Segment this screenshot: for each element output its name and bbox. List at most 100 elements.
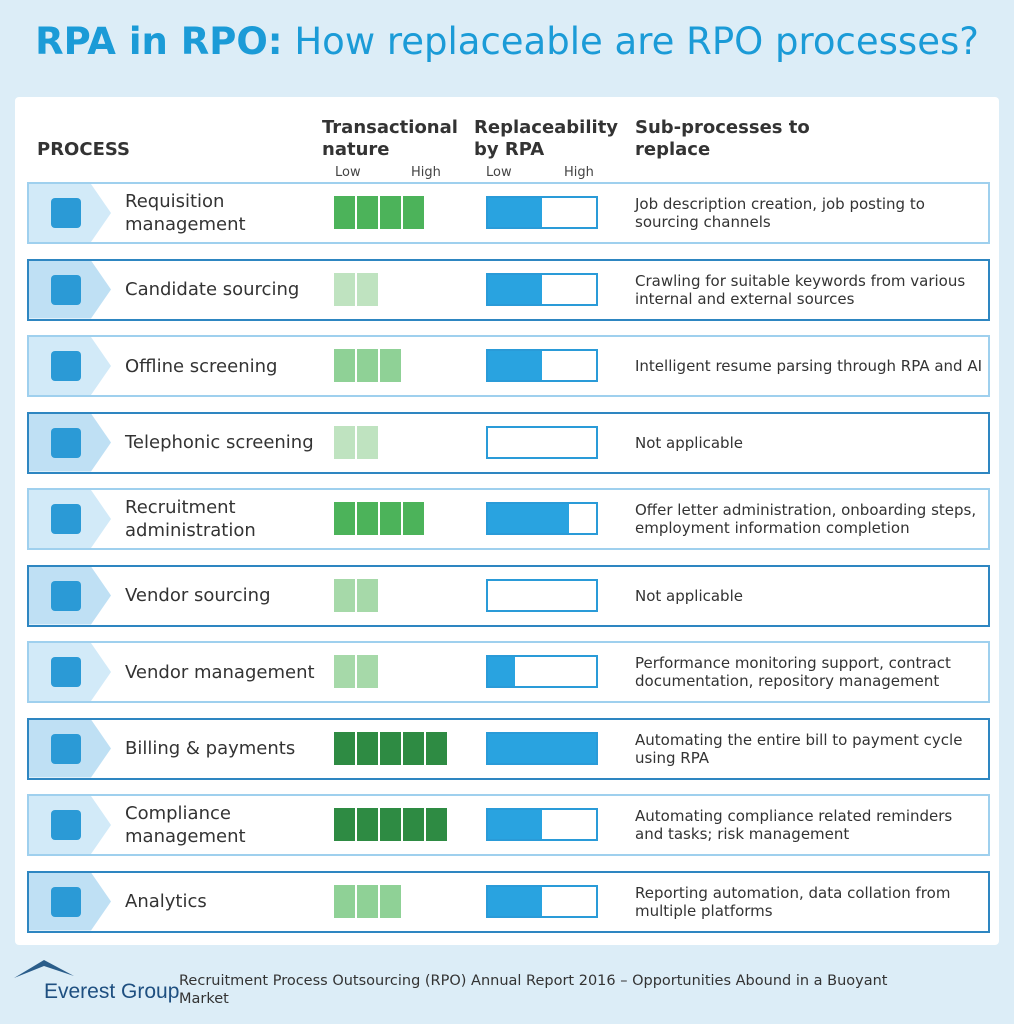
process-name: Vendor sourcing	[125, 585, 271, 606]
icon	[51, 504, 81, 534]
replaceability-bar	[488, 657, 515, 686]
replaceability-bar	[488, 810, 542, 839]
process-name: Vendor management	[125, 661, 315, 683]
level-block	[357, 731, 378, 765]
high-label: High	[564, 165, 594, 180]
level-block	[357, 578, 378, 612]
replaceability-box	[486, 578, 598, 612]
subprocesses: Intelligent resume parsing through RPA a…	[635, 357, 983, 375]
icon-chevron	[29, 413, 111, 472]
icon-chevron	[29, 643, 111, 701]
replaceability-box	[486, 425, 598, 459]
level-block	[334, 349, 355, 382]
level-block	[380, 196, 401, 229]
replaceability-bar	[488, 198, 542, 227]
transactional-level	[334, 425, 378, 459]
icon	[51, 810, 81, 840]
row: Recruitment administration Offer letter a…	[27, 488, 990, 550]
level-block	[357, 655, 378, 688]
subprocesses: Automating compliance related reminders …	[635, 807, 953, 843]
icon-chevron	[29, 872, 111, 931]
icon	[51, 427, 81, 458]
row: Candidate sourcing Crawling for suitable …	[27, 258, 990, 321]
level-block	[334, 731, 355, 765]
replaceability-box	[486, 808, 598, 841]
header-transactional: Transactional nature	[322, 117, 458, 160]
replaceability-box	[486, 731, 598, 765]
replaceability-box	[486, 196, 598, 229]
transactional-level	[334, 808, 447, 841]
level-block	[426, 808, 447, 841]
transactional-level	[334, 884, 401, 918]
subprocesses: Performance monitoring support, contract…	[635, 654, 951, 690]
level-block	[357, 425, 378, 459]
level-block	[357, 349, 378, 382]
replaceability-bar	[488, 733, 596, 763]
process-name: Analytics	[125, 891, 207, 912]
level-block	[334, 272, 355, 306]
subprocesses: Not applicable	[635, 433, 743, 452]
level-block	[380, 349, 401, 382]
icon	[51, 657, 81, 687]
header-replaceability: Replaceability by RPA	[474, 117, 619, 160]
level-block	[357, 808, 378, 841]
title: RPA in RPO: How replaceable are RPO proc…	[0, 20, 1014, 63]
icon	[51, 580, 81, 611]
replaceability-bar	[488, 274, 542, 304]
level-block	[380, 502, 401, 535]
transactional-level	[334, 272, 378, 306]
level-block	[380, 731, 401, 765]
subprocesses: Offer letter administration, onboarding …	[635, 501, 977, 537]
row: Offline screening Intelligent resume pars…	[27, 335, 990, 397]
replaceability-bar	[488, 504, 569, 533]
icon-chevron	[29, 490, 111, 548]
transactional-level	[334, 731, 447, 765]
replaceability-box	[486, 655, 598, 688]
icon	[51, 351, 81, 381]
process-name: Candidate sourcing	[125, 279, 300, 300]
header-process: PROCESS	[37, 139, 130, 160]
level-block	[380, 808, 401, 841]
level-block	[403, 502, 424, 535]
icon	[51, 274, 81, 305]
source: Recruitment Process Outsourcing (RPO) An…	[179, 973, 888, 1007]
transactional-level	[334, 196, 424, 229]
replaceability-box	[486, 349, 598, 382]
level-block	[403, 731, 424, 765]
icon-chevron	[29, 337, 111, 395]
process-name: Requisition management	[125, 191, 246, 235]
low-label: Low	[486, 165, 512, 180]
row: Billing & payments Automating the entire …	[27, 717, 990, 780]
row: Compliance management Automating complian…	[27, 794, 990, 856]
row: Vendor management Performance monitoring …	[27, 641, 990, 703]
level-block	[334, 655, 355, 688]
level-block	[357, 884, 378, 918]
title-rest: How replaceable are RPO processes?	[294, 20, 979, 63]
level-block	[334, 425, 355, 459]
process-name: Compliance management	[125, 803, 246, 847]
transactional-level	[334, 578, 378, 612]
transactional-level	[334, 655, 378, 688]
level-block	[357, 272, 378, 306]
logo: Everest Group	[44, 980, 180, 1003]
replaceability-box	[486, 272, 598, 306]
icon	[51, 886, 81, 917]
process-name: Telephonic screening	[125, 432, 314, 453]
icon	[51, 198, 81, 228]
icon	[51, 733, 81, 764]
icon-chevron	[29, 184, 111, 242]
row: Telephonic screening Not applicable	[27, 411, 990, 474]
row: Requisition management Job description cr…	[27, 182, 990, 244]
process-name: Offline screening	[125, 355, 278, 377]
row: Vendor sourcing Not applicable	[27, 564, 990, 627]
high-label: High	[411, 165, 441, 180]
subprocesses: Not applicable	[635, 586, 743, 605]
replaceability-bar	[488, 886, 542, 916]
transactional-level	[334, 349, 401, 382]
replaceability-bar	[488, 351, 542, 380]
subprocesses: Crawling for suitable keywords from vari…	[635, 271, 966, 308]
row: Analytics Reporting automation, data coll…	[27, 870, 990, 933]
level-block	[334, 884, 355, 918]
title-bold: RPA in RPO:	[35, 20, 283, 63]
